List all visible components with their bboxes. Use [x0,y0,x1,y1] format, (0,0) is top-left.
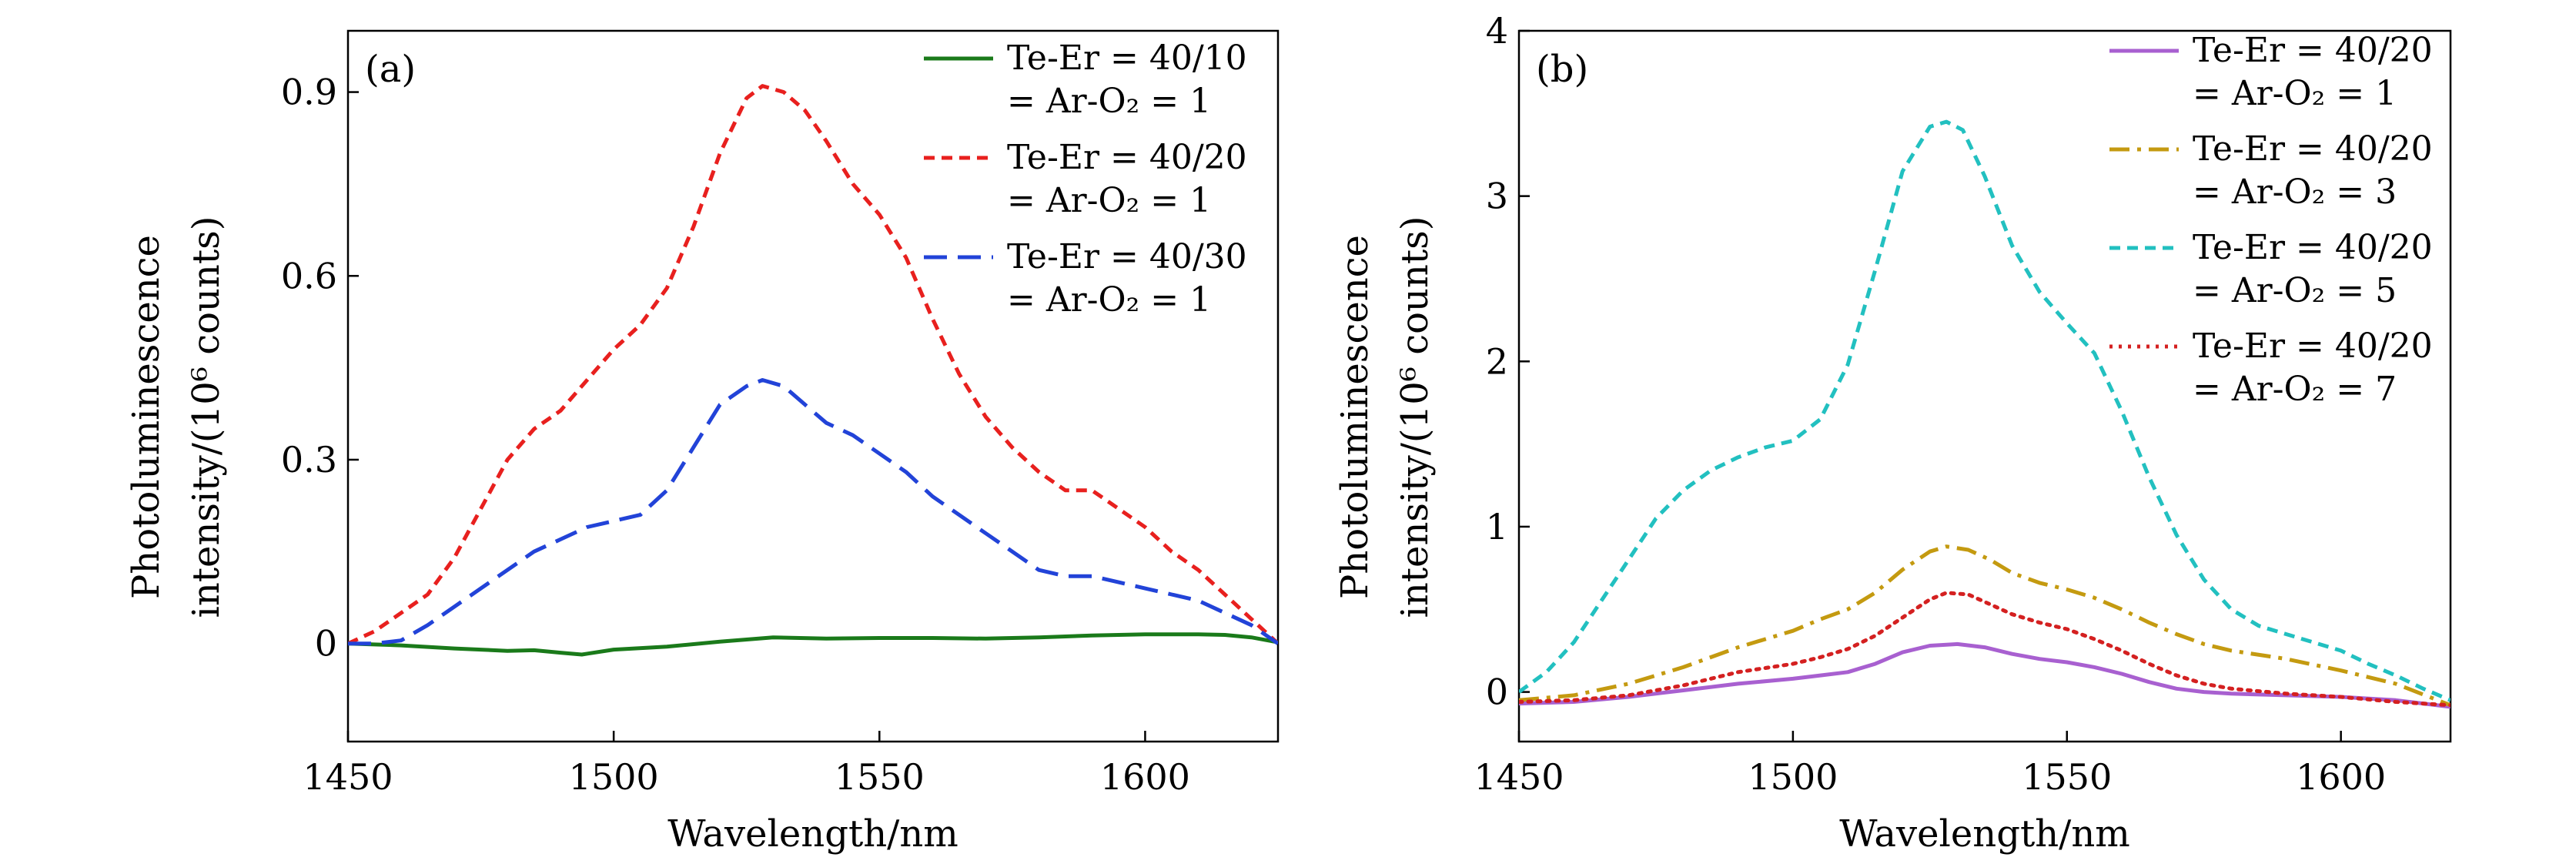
legend-label-line2: = Ar-O₂ = 1 [2193,74,2397,113]
legend-label-line2: = Ar-O₂ = 1 [1007,82,1211,121]
series-line-3 [348,378,1278,646]
x-tick-label: 1550 [2022,756,2112,798]
x-tick-label: 1500 [1748,756,1838,798]
y-axis-title-line1: Photoluminescence [125,235,168,599]
y-tick-label: 2 [1486,340,1508,382]
x-tick-label: 1550 [835,756,925,798]
panel-b: 1450 1500 1550 1600 0 1 2 3 4 (b) Wavelength/nm Pho… [1333,10,2452,856]
legend-label: Te-Er = 40/20 [2193,228,2433,267]
series-line-2 [1519,544,2451,708]
x-tick-label: 1500 [569,756,659,798]
legend-label: Te-Er = 40/30 [1007,237,1247,276]
plot-frame [346,29,1280,743]
y-tick-label: 0.6 [281,255,337,296]
legend-label: Te-Er = 40/20 [2193,327,2433,366]
x-tick-label: 1450 [303,756,393,798]
legend-label: Te-Er = 40/20 [1007,138,1247,177]
series-line-3 [1519,119,2451,702]
legend-label-line2: = Ar-O₂ = 7 [2193,370,2397,409]
y-tick-label: 0.3 [281,439,337,481]
legend-label-line2: = Ar-O₂ = 3 [2193,172,2397,212]
series-line-1 [1519,641,2451,709]
y-tick-label: 3 [1486,176,1508,217]
x-tick-label: 1450 [1474,756,1564,798]
legend-label: Te-Er = 40/20 [2193,31,2433,70]
x-tick-label: 1600 [1100,756,1190,798]
x-axis-title: Wavelength/nm [1839,812,2130,856]
y-axis-title-line2: intensity/(10⁶ counts) [185,216,228,618]
legend-label: Te-Er = 40/10 [1007,39,1247,78]
series-group [348,84,1278,657]
series-line-1 [348,632,1278,657]
legend-label-line2: = Ar-O₂ = 5 [2193,271,2397,310]
series-line-4 [1519,591,2451,708]
series-line-2 [348,84,1278,645]
y-tick-label: 0 [315,623,337,665]
y-tick-label: 0.9 [281,72,337,113]
y-tick-label: 0 [1486,671,1508,713]
plot-frame [1517,29,2452,743]
legend-label: Te-Er = 40/20 [2193,129,2433,169]
x-tick-label: 1600 [2296,756,2386,798]
panel-label: (a) [365,48,416,91]
panel-label: (b) [1536,48,1588,91]
legend-label-line2: = Ar-O₂ = 1 [1007,181,1211,220]
x-axis-title: Wavelength/nm [667,812,958,856]
legend-label-line2: = Ar-O₂ = 1 [1007,280,1211,320]
y-axis-title-line2: intensity/(10⁶ counts) [1393,216,1437,618]
y-tick-label: 4 [1486,10,1508,52]
y-axis-title-line1: Photoluminescence [1333,235,1377,599]
panel-a: 1450 1500 1550 1600 0 0.3 0.6 0.9 (a) Wavelength/… [125,29,1280,856]
y-tick-label: 1 [1486,506,1508,548]
series-group [1519,119,2451,709]
